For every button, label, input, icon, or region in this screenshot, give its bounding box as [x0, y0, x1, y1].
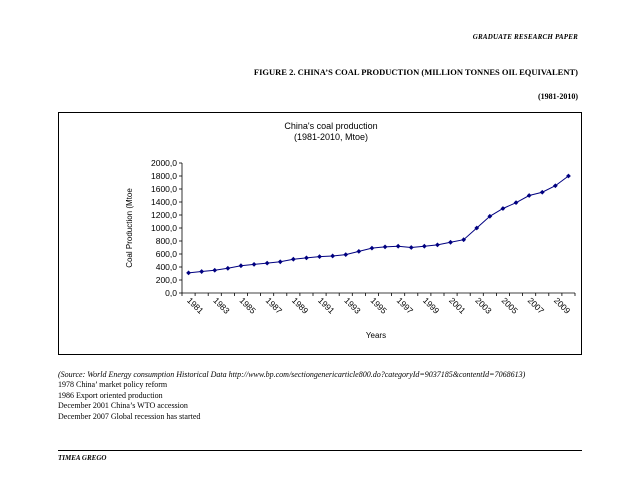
y-tick-label: 1000,0 — [151, 223, 177, 233]
y-tick-label: 400,0 — [156, 262, 178, 272]
data-point — [330, 253, 336, 259]
data-point — [343, 252, 349, 258]
data-point — [369, 245, 375, 251]
data-point — [304, 255, 309, 261]
note-item: 1986 Export oriented production — [58, 390, 163, 400]
x-tick-label: 1997 — [395, 295, 416, 316]
data-point — [251, 262, 257, 267]
data-point — [290, 256, 296, 262]
data-point — [264, 260, 270, 266]
y-tick-label: 200,0 — [156, 275, 178, 285]
author-name: TIMEA GREGO — [58, 454, 107, 462]
data-point — [435, 242, 440, 248]
y-tick-label: 2000,0 — [151, 158, 177, 168]
y-tick-label: 0,0 — [165, 288, 177, 298]
note-item: December 2007 Global recession has start… — [58, 411, 201, 421]
x-tick-label: 1993 — [342, 295, 363, 316]
chart-title-line1: China's coal production — [284, 121, 377, 131]
note-item: 1978 China’ market policy reform — [58, 380, 168, 390]
x-tick-label: 2003 — [473, 295, 494, 316]
x-tick-label: 1983 — [211, 295, 232, 316]
x-tick-label: 1989 — [290, 295, 311, 316]
figure-title: FIGURE 2. CHINA’S COAL PRODUCTION (MILLI… — [253, 67, 578, 77]
axes: 0,0 200,0 400,0 600,0 800,0 1000,0 1200,0 1400,… — [151, 158, 576, 316]
data-point — [513, 200, 519, 206]
y-tick-label: 1400,0 — [151, 197, 177, 207]
x-tick-label: 2005 — [500, 295, 521, 316]
data-point — [539, 189, 545, 195]
data-point — [238, 263, 244, 269]
plot-area — [186, 173, 571, 276]
data-point — [395, 243, 401, 249]
x-tick-label: 2001 — [447, 295, 468, 316]
x-tick-label: 1987 — [264, 295, 285, 316]
chart-title-line2: (1981-2010, Mtoe) — [294, 132, 368, 142]
x-tick-label: 1995 — [369, 295, 390, 316]
y-tick-label: 600,0 — [156, 249, 178, 259]
x-tick-label: 2007 — [526, 295, 547, 316]
y-tick-label: 1600,0 — [151, 184, 177, 194]
x-tick-label: 1985 — [238, 295, 259, 316]
data-point — [461, 237, 467, 243]
y-tick-label: 1200,0 — [151, 210, 177, 220]
data-point — [199, 269, 205, 274]
data-point — [277, 259, 283, 265]
note-item: December 2001 China’s WTO accession — [58, 401, 188, 411]
x-tick-label: 2009 — [552, 295, 573, 316]
data-point — [382, 244, 388, 250]
line-chart: China's coal production (1981-2010, Mtoe… — [125, 121, 576, 340]
data-point — [186, 270, 191, 276]
data-point — [474, 225, 480, 231]
data-point — [552, 183, 558, 189]
series-line — [188, 175, 569, 274]
data-point — [487, 213, 493, 219]
data-point — [421, 243, 427, 249]
x-tick-label: 1999 — [421, 295, 442, 316]
header-label: GRADUATE RESEARCH PAPER — [472, 33, 578, 41]
data-point — [408, 245, 414, 250]
y-tick-label: 800,0 — [156, 236, 178, 246]
y-axis-title: Coal Production (Mtoe — [125, 188, 134, 268]
source-citation: (Source: World Energy consumption Histor… — [58, 370, 526, 379]
data-point — [500, 206, 506, 211]
footer-rule — [58, 450, 582, 451]
figure-years: (1981-2010) — [538, 92, 578, 101]
data-point — [566, 173, 571, 179]
data-point — [225, 265, 231, 271]
y-tick-label: 1800,0 — [151, 171, 177, 181]
x-tick-label: 1991 — [316, 295, 337, 316]
data-point — [448, 239, 453, 245]
data-point — [526, 193, 532, 198]
x-axis-title: Years — [366, 331, 386, 340]
data-point — [356, 249, 362, 254]
data-point — [317, 254, 322, 259]
x-tick-label: 1981 — [185, 295, 206, 316]
chart-container: China's coal production (1981-2010, Mtoe… — [58, 112, 582, 355]
data-point — [212, 267, 218, 273]
source-block: (Source: World Energy consumption Histor… — [58, 370, 525, 422]
